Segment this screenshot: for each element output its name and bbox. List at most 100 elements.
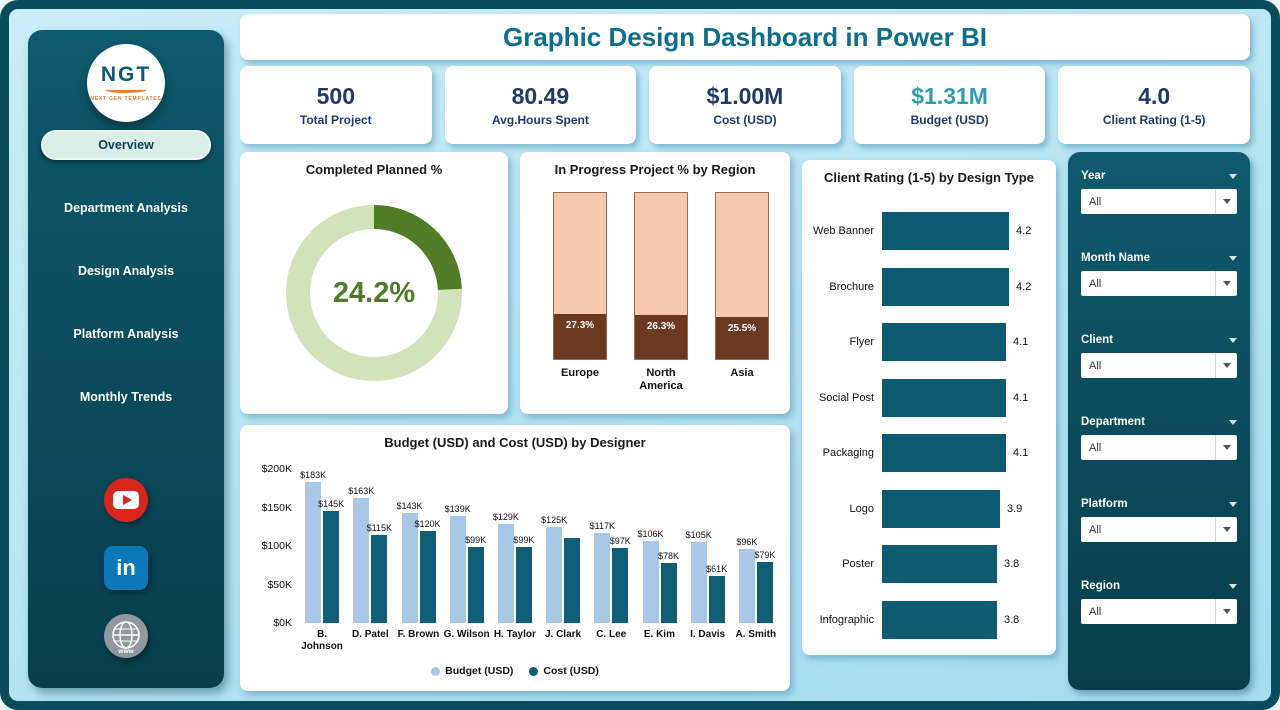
rating-bar[interactable] [882,323,1006,362]
stacked-bar[interactable]: 26.3% [634,192,688,360]
platform-dropdown[interactable]: All [1081,517,1237,542]
y-axis-tick-label: $100K [261,540,292,552]
region-dropdown[interactable]: All [1081,599,1237,624]
bar-value-label: $105K [685,530,712,541]
chevron-down-icon[interactable] [1229,501,1237,507]
budget-usd-bar[interactable] [305,482,322,623]
rating-category-label: Packaging [822,447,874,460]
cost-usd-bar[interactable] [756,562,773,623]
stacked-chart-title: In Progress Project % by Region [554,162,756,177]
designer-label: E. Kim [643,629,675,640]
sidebar-item-monthly-trends[interactable]: Monthly Trends [79,390,173,404]
designer-label: J. Clark [544,629,582,640]
rating-bar[interactable] [882,267,1009,306]
chevron-down-icon[interactable] [1229,583,1237,589]
cost-usd-bar[interactable] [371,534,388,623]
filter-label-department: Department [1081,416,1145,428]
budget-usd-bar[interactable] [401,512,418,623]
cost-usd-bar[interactable] [515,546,532,623]
sidebar-item-overview[interactable]: Overview [41,130,211,160]
sidebar-item-platform-analysis[interactable]: Platform Analysis [73,327,179,341]
filter-month-name: Month Name All [1081,252,1237,296]
stacked-bar[interactable]: 25.5% [715,192,769,360]
bar-value-label: $96K [736,537,758,548]
donut-ring[interactable] [279,198,469,388]
rating-bar[interactable] [882,545,997,584]
budget-usd-bar[interactable] [738,549,755,623]
year-dropdown[interactable]: All [1081,189,1237,214]
kpi-value: 80.49 [511,83,570,109]
cost-usd-bar[interactable] [323,511,340,623]
rating-value-label: 4.1 [1013,391,1029,404]
rating-value-label: 3.8 [1004,613,1020,626]
month-name-dropdown[interactable]: All [1081,271,1237,296]
filter-header: Region [1081,580,1237,592]
filter-label-client: Client [1081,334,1113,346]
budget-usd-bar[interactable] [690,542,707,623]
legend-swatch [431,666,441,676]
cost-usd-bar[interactable] [467,546,484,623]
budget-usd-bar[interactable] [546,526,563,624]
kpi-value: 4.0 [1138,83,1171,109]
logo-subtext: NEXT GEN TEMPLATES [90,96,162,102]
website-icon[interactable]: www [104,614,148,658]
designer-label: F. Brown [397,629,440,640]
client-rating-card: Client Rating (1-5) by Design Type Web B… [802,160,1056,655]
sidebar-item-department-analysis[interactable]: Department Analysis [64,201,188,215]
region-label: Asia [730,367,754,379]
rating-chart-title: Client Rating (1-5) by Design Type [824,170,1034,185]
kpi-card-total-project: 500 Total Project [240,66,432,144]
legend-swatch [529,666,539,676]
filter-department: Department All [1081,416,1237,460]
remaining-segment [716,193,768,317]
rating-category-label: Infographic [819,613,874,626]
rating-bar[interactable] [882,378,1006,417]
kpi-card-client-rating-1-5: 4.0 Client Rating (1-5) [1058,66,1250,144]
chevron-down-icon[interactable] [1229,255,1237,261]
rating-category-label: Poster [842,558,874,571]
bar-value-label: $163K [348,485,375,496]
cost-usd-bar[interactable] [660,562,677,623]
sidebar-item-design-analysis[interactable]: Design Analysis [77,264,175,278]
dropdown-arrow-icon [1215,353,1237,378]
budget-usd-bar[interactable] [353,497,370,623]
designer-label: G. Wilson [443,629,490,640]
bar-value-label: $139K [444,504,471,514]
rating-category-label: Flyer [849,336,874,349]
budget-usd-bar[interactable] [642,541,659,623]
designer-label: A. Smith [735,629,777,640]
dropdown-value: All [1089,441,1102,454]
rating-bar[interactable] [882,489,1000,528]
budget-usd-bar[interactable] [594,532,611,623]
client-dropdown[interactable]: All [1081,353,1237,378]
cost-usd-bar[interactable] [419,530,436,623]
stacked-bar[interactable]: 27.3% [553,192,607,360]
cost-usd-bar[interactable] [708,576,725,623]
bar-value-label: $117K [589,520,615,531]
region-label: Europe [561,367,599,379]
kpi-value: $1.00M [706,83,784,109]
rating-bar[interactable] [882,600,997,639]
linkedin-icon[interactable]: in [104,546,148,590]
kpi-value: $1.31M [911,83,988,109]
department-dropdown[interactable]: All [1081,435,1237,460]
chevron-down-icon[interactable] [1229,173,1237,179]
remaining-segment [554,193,606,314]
bar-value-label: $99K [465,534,487,545]
rating-category-label: Social Post [818,391,874,404]
rating-bar[interactable] [882,434,1006,473]
kpi-label: Client Rating (1-5) [1102,113,1206,127]
youtube-play-badge [113,491,139,509]
filter-header: Month Name [1081,252,1237,264]
globe-icon: www [112,621,140,655]
cost-usd-bar[interactable] [612,548,629,623]
youtube-icon[interactable] [104,478,148,522]
y-axis-tick-label: $150K [261,501,292,514]
chevron-down-icon[interactable] [1229,337,1237,343]
rating-bar[interactable] [882,212,1009,250]
cost-usd-bar[interactable] [564,538,581,623]
budget-usd-bar[interactable] [449,516,466,623]
budget-usd-bar[interactable] [497,523,514,623]
chevron-down-icon[interactable] [1229,419,1237,425]
